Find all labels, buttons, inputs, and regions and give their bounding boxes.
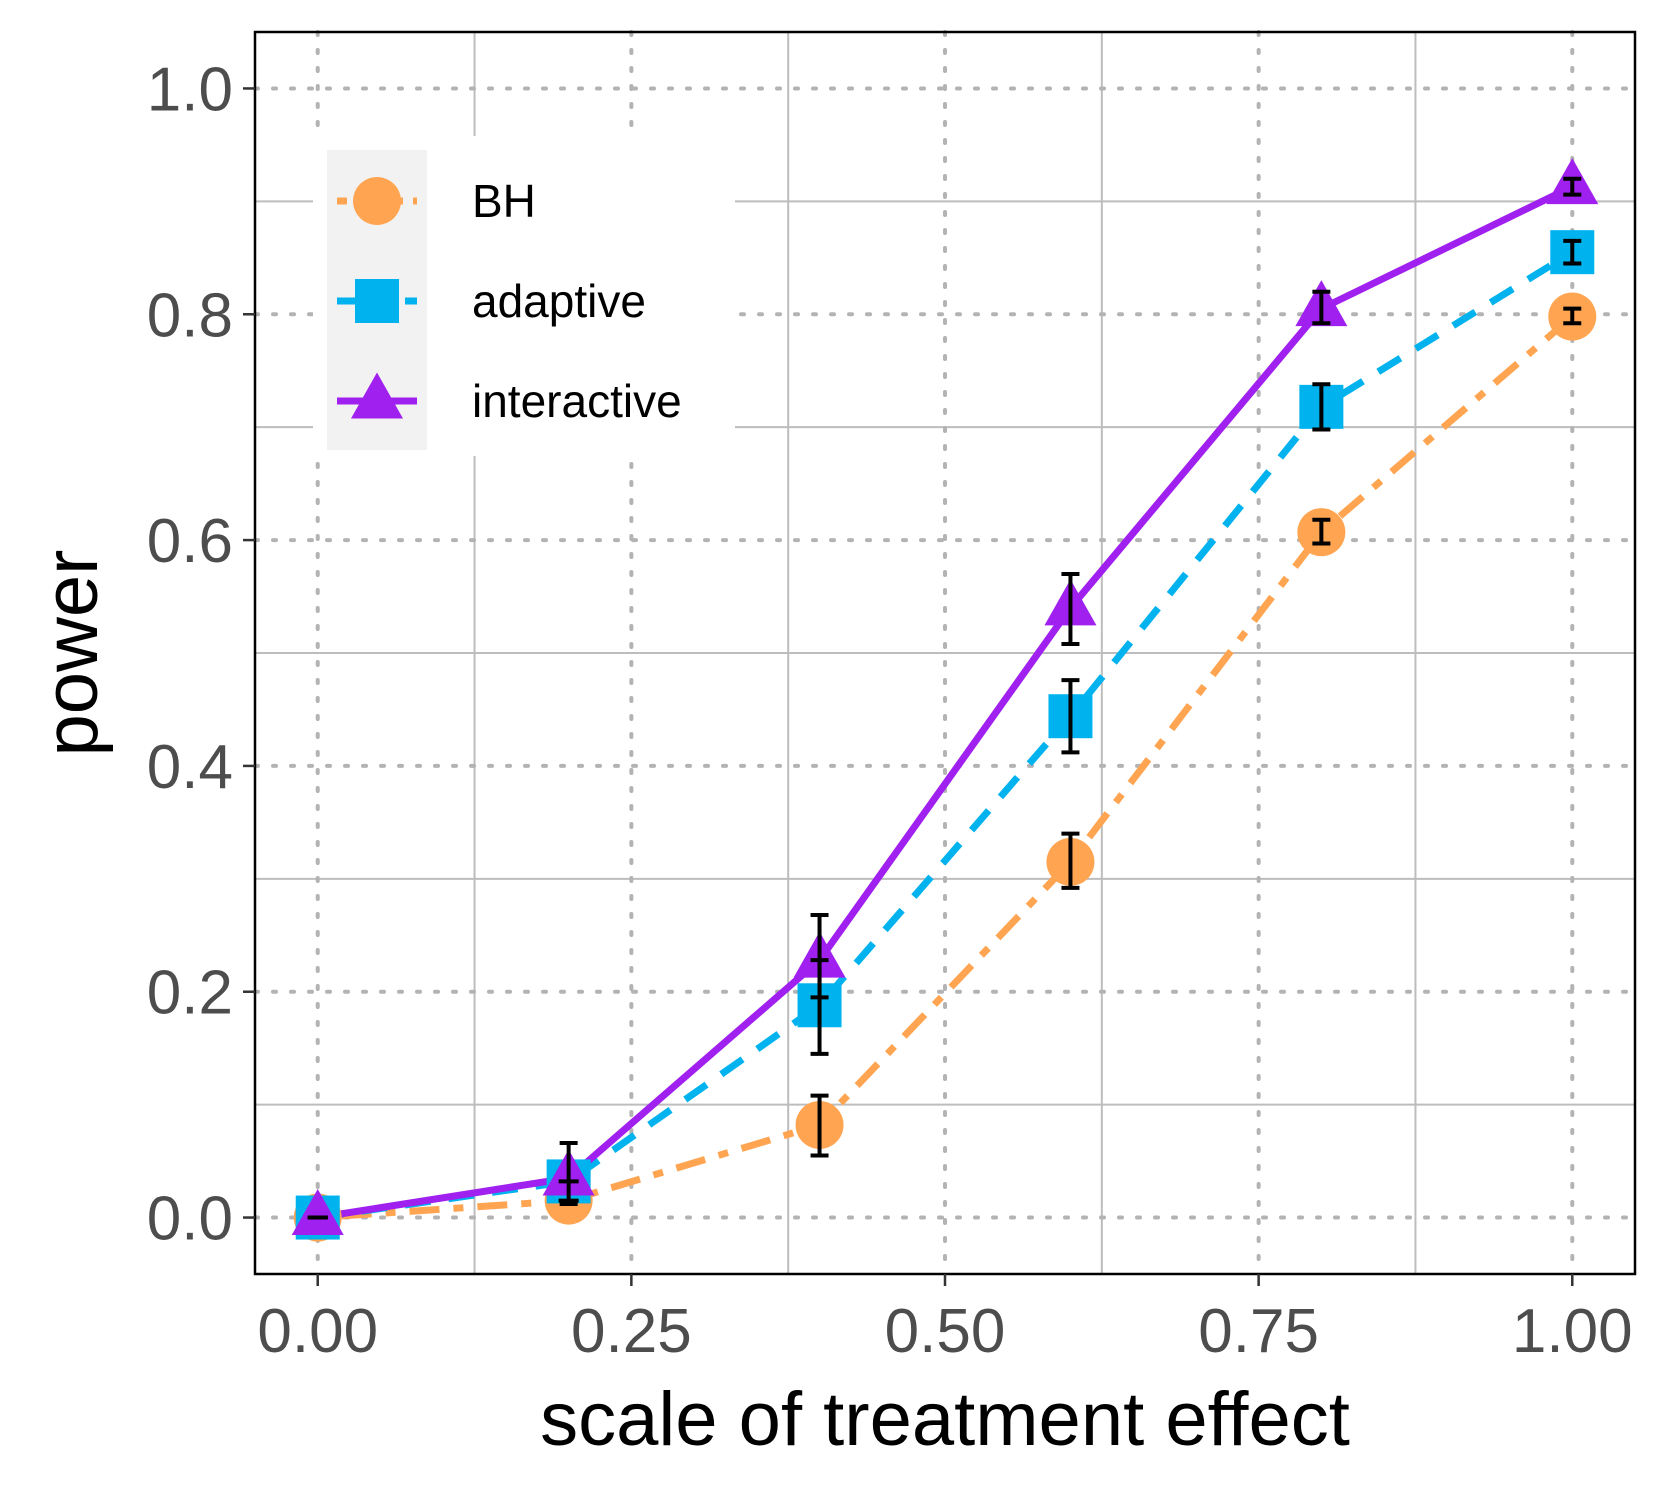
y-tick-label: 0.0 [147, 1185, 233, 1254]
series-line-BH [317, 313, 1575, 1222]
legend: BH adaptive interactive [313, 136, 735, 456]
series-line-interactive [317, 183, 1574, 1222]
point-interactive [291, 1189, 344, 1236]
x-tick-label: 0.00 [257, 1297, 378, 1366]
y-tick-label: 1.0 [147, 55, 233, 124]
x-tick-label: 0.25 [571, 1297, 692, 1366]
series-layer [291, 158, 1599, 1242]
y-tick-label: 0.8 [147, 281, 233, 350]
x-tick-label: 0.50 [885, 1297, 1006, 1366]
legend-label-BH: BH [472, 175, 536, 227]
legend-key-marker-interactive [351, 372, 403, 419]
x-axis: 0.00 0.25 0.50 0.75 1.00 [257, 1274, 1633, 1366]
grid-major [253, 30, 1637, 1276]
series-line-adaptive [317, 249, 1575, 1222]
y-axis-title: power [29, 550, 114, 757]
y-tick-label: 0.4 [147, 733, 233, 802]
legend-label-interactive: interactive [472, 375, 682, 427]
x-axis-title: scale of treatment effect [540, 1377, 1350, 1462]
y-tick-label: 0.2 [147, 959, 233, 1028]
y-tick-label: 0.6 [147, 507, 233, 576]
x-tick-label: 0.75 [1198, 1297, 1319, 1366]
legend-key-marker-BH [353, 177, 401, 225]
y-axis: 0.0 0.2 0.4 0.6 0.8 1.0 [147, 55, 255, 1254]
x-tick-label: 1.00 [1512, 1297, 1633, 1366]
legend-label-adaptive: adaptive [472, 275, 646, 327]
legend-key-marker-adaptive [355, 279, 399, 323]
